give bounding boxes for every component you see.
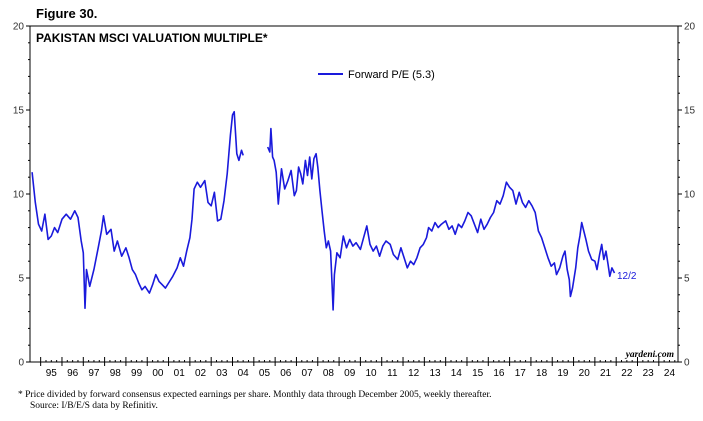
- source-line: Source: I/B/E/S data by Refinitiv.: [30, 401, 158, 411]
- x-tick-label: 01: [174, 368, 186, 379]
- watermark: yardeni.com: [625, 350, 674, 360]
- y-tick-label-right: 5: [684, 274, 690, 285]
- x-tick-label: 10: [365, 368, 377, 379]
- x-tick-label: 02: [195, 368, 207, 379]
- y-tick-label-right: 10: [684, 190, 696, 201]
- x-tick-label: 22: [621, 368, 633, 379]
- x-tick-label: 04: [238, 368, 250, 379]
- series-line-forward-pe: [266, 127, 616, 311]
- figure-label: Figure 30.: [36, 6, 98, 21]
- x-tick-label: 95: [46, 368, 58, 379]
- series-layer: [31, 110, 616, 311]
- x-tick-label: 99: [131, 368, 143, 379]
- y-tick-label-left: 0: [18, 358, 24, 369]
- x-tick-label: 15: [472, 368, 484, 379]
- x-tick-label: 06: [280, 368, 292, 379]
- y-tick-label-left: 20: [13, 22, 25, 33]
- chart-title: PAKISTAN MSCI VALUATION MULTIPLE*: [36, 31, 268, 45]
- x-tick-label: 11: [387, 368, 398, 379]
- x-tick-label: 98: [110, 368, 122, 379]
- x-tick-label: 14: [451, 368, 463, 379]
- footnote-line: * Price divided by forward consensus exp…: [18, 390, 492, 400]
- footnote: * Price divided by forward consensus exp…: [18, 390, 492, 412]
- x-tick-label: 21: [600, 368, 612, 379]
- y-tick-label-left: 10: [13, 190, 25, 201]
- x-tick-label: 16: [493, 368, 505, 379]
- x-tick-label: 20: [579, 368, 591, 379]
- series-line-forward-pe: [31, 110, 244, 309]
- x-tick-label: 12: [408, 368, 420, 379]
- y-tick-label-left: 5: [18, 274, 24, 285]
- legend: Forward P/E (5.3): [318, 69, 435, 81]
- x-tick-label: 09: [344, 368, 356, 379]
- x-tick-label: 07: [302, 368, 314, 379]
- x-tick-label: 17: [515, 368, 527, 379]
- axis-ticks: [26, 25, 682, 366]
- y-tick-label-right: 15: [684, 106, 696, 117]
- x-axis-labels: 95 96 97 98 99 00 01 02 03 04 05 06 07 08 09 10 11 12 13 14…: [46, 368, 676, 379]
- y-tick-label-left: 15: [13, 106, 25, 117]
- end-date-label: 12/2: [617, 271, 637, 282]
- x-tick-label: 03: [216, 368, 228, 379]
- x-tick-label: 00: [152, 368, 164, 379]
- x-tick-label: 24: [664, 368, 676, 379]
- x-tick-label: 13: [429, 368, 441, 379]
- x-tick-label: 19: [557, 368, 569, 379]
- y-tick-label-right: 20: [684, 22, 696, 33]
- x-tick-label: 97: [88, 368, 100, 379]
- y-axis-labels: 0 0 5 5 10 10 15 15 20 20: [13, 22, 696, 369]
- x-tick-label: 08: [323, 368, 335, 379]
- y-tick-label-right: 0: [684, 358, 690, 369]
- x-tick-label: 18: [536, 368, 548, 379]
- x-tick-label: 05: [259, 368, 271, 379]
- legend-label: Forward P/E (5.3): [348, 69, 435, 81]
- x-tick-label: 96: [67, 368, 79, 379]
- x-tick-label: 23: [643, 368, 655, 379]
